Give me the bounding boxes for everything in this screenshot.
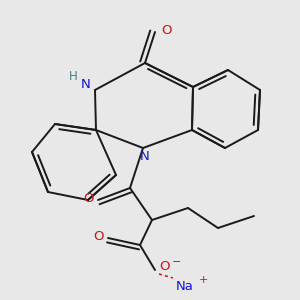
Text: −: − <box>172 257 182 267</box>
Text: Na: Na <box>176 280 194 292</box>
Text: O: O <box>161 23 171 37</box>
Text: O: O <box>160 260 170 274</box>
Text: O: O <box>93 230 103 242</box>
Text: N: N <box>81 77 91 91</box>
Text: H: H <box>69 70 77 83</box>
Text: +: + <box>198 275 208 285</box>
Text: O: O <box>83 193 93 206</box>
Text: N: N <box>140 149 150 163</box>
